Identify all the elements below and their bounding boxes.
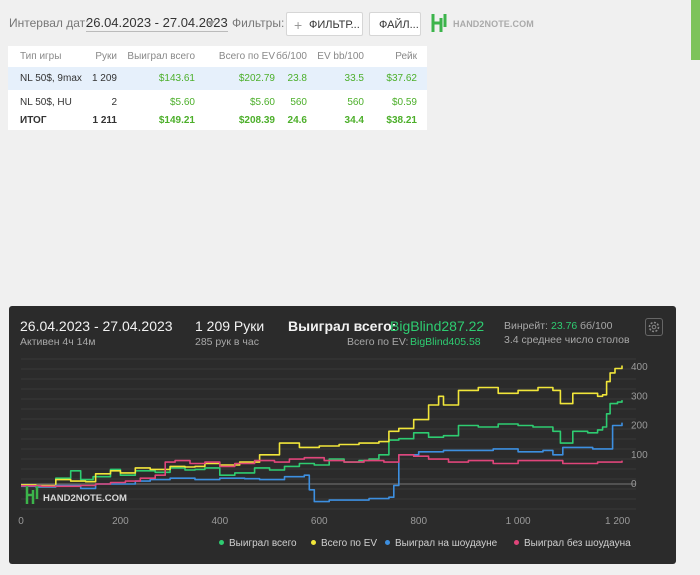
x-tick-label: 0	[18, 516, 24, 527]
date-range-picker[interactable]: 26.04.2023 - 27.04.2023	[86, 15, 228, 32]
results-table: Тип игры Руки Выиграл всего Всего по EV …	[8, 46, 427, 130]
y-tick-label: 0	[631, 479, 637, 490]
chart-series	[21, 365, 623, 503]
legend-marker	[219, 540, 224, 545]
add-filter-label: ФИЛЬТР...	[309, 19, 360, 31]
table-header: Тип игры Руки Выиграл всего Всего по EV …	[8, 46, 427, 66]
cell-ev: $5.60	[249, 97, 275, 108]
cell-ev-bb100: 34.4	[344, 115, 364, 126]
legend-item-won[interactable]: Выиграл всего	[219, 538, 297, 549]
cell-game-type: NL 50$, 9max	[20, 73, 82, 84]
y-tick-label: 200	[631, 421, 648, 432]
column-header[interactable]: Руки	[95, 51, 117, 62]
plus-icon: +	[294, 17, 303, 33]
stats-won-label: Выиграл всего:	[288, 318, 397, 334]
stats-won-value: BigBlind287.22	[390, 318, 485, 334]
x-tick-label: 1 200	[605, 516, 630, 527]
column-header[interactable]: Всего по EV	[218, 51, 275, 62]
cell-rake: $0.59	[391, 97, 417, 108]
date-interval-label: Интервал дат:	[9, 16, 89, 30]
x-tick-label: 1 000	[506, 516, 531, 527]
legend-marker	[311, 540, 316, 545]
settings-button[interactable]	[645, 318, 663, 336]
x-axis: 0 200 400 600 800 1 000 1 200	[18, 516, 630, 527]
cell-ev: $202.79	[238, 73, 275, 84]
scrollbar[interactable]	[691, 0, 700, 60]
stats-tables: 3.4 среднее число столов	[504, 334, 630, 346]
legend-item-showdown[interactable]: Выиграл на шоудауне	[385, 538, 497, 549]
y-axis: 400 300 200 100 0	[631, 362, 648, 490]
cell-total-label: ИТОГ	[20, 115, 47, 126]
stats-hands: 1 209 Руки	[195, 318, 265, 334]
stats-date-range: 26.04.2023 - 27.04.2023	[20, 318, 173, 334]
cell-rake: $37.62	[386, 73, 417, 84]
filters-label: Фильтры:	[232, 16, 285, 30]
hand2note-logo-icon	[431, 14, 447, 32]
series-line	[21, 365, 623, 487]
stats-winrate-label: Винрейт:	[504, 320, 548, 332]
legend-item-non-showdown[interactable]: Выиграл без шоудауна	[514, 538, 631, 549]
cell-ev-bb100: 560	[347, 97, 364, 108]
cell-bb100: 24.6	[287, 115, 307, 126]
column-header[interactable]: EV bb/100	[317, 51, 364, 62]
cell-hands: 1 209	[91, 73, 117, 84]
legend-marker	[385, 540, 390, 545]
legend-label: Всего по EV	[321, 538, 378, 549]
legend-label: Выиграл без шоудауна	[524, 538, 631, 549]
stats-winrate-value: 23.76	[551, 320, 578, 332]
column-header[interactable]: бб/100	[276, 51, 307, 62]
logo-text: HAND2NOTE.COM	[453, 19, 534, 29]
graph-panel: 26.04.2023 - 27.04.2023 Активен 4ч 14м 1…	[9, 306, 676, 564]
y-tick-label: 400	[631, 362, 648, 373]
cell-ev-bb100: 33.5	[344, 73, 364, 84]
x-tick-label: 600	[311, 516, 328, 527]
x-tick-label: 200	[112, 516, 129, 527]
stats-hands-per-hour: 285 рук в час	[195, 336, 259, 348]
legend-marker	[514, 540, 519, 545]
cell-won: $149.21	[158, 115, 195, 126]
x-tick-label: 800	[410, 516, 427, 527]
cell-game-type: NL 50$, HU	[20, 97, 72, 108]
table-row[interactable]: NL 50$, 9max 1 209 $143.61 $202.79 23.8 …	[8, 67, 427, 90]
cell-ev: $208.39	[238, 115, 275, 126]
stats-winrate-unit: бб/100	[580, 320, 613, 332]
column-header[interactable]: Рейк	[395, 51, 417, 62]
table-total-row: ИТОГ 1 211 $149.21 $208.39 24.6 34.4 $38…	[8, 110, 427, 130]
chevron-down-icon[interactable]	[207, 21, 215, 26]
file-button[interactable]: ФАЙЛ...	[369, 12, 421, 36]
stats-ev-value: BigBlind405.58	[410, 336, 481, 348]
stats-active-time: Активен 4ч 14м	[20, 336, 96, 348]
cell-hands: 2	[111, 97, 117, 108]
table-row[interactable]: NL 50$, HU 2 $5.60 $5.60 560 560 $0.59	[8, 92, 427, 112]
y-tick-label: 300	[631, 391, 648, 402]
y-tick-label: 100	[631, 450, 648, 461]
cell-won: $143.61	[158, 73, 195, 84]
hand2note-logo-icon	[25, 486, 39, 504]
legend-label: Выиграл всего	[229, 538, 297, 549]
chart-grid	[21, 358, 636, 510]
legend-label: Выиграл на шоудауне	[395, 538, 498, 549]
chart-watermark-text: HAND2NOTE.COM	[43, 493, 127, 504]
toolbar: Интервал дат: 26.04.2023 - 27.04.2023 Фи…	[0, 0, 700, 60]
series-line	[21, 422, 623, 503]
gear-icon	[648, 321, 660, 333]
stats-ev-label: Всего по EV:	[347, 336, 409, 348]
column-header[interactable]: Тип игры	[20, 51, 62, 62]
cell-rake: $38.21	[386, 115, 417, 126]
add-filter-button[interactable]: + ФИЛЬТР...	[286, 12, 363, 36]
file-button-label: ФАЙЛ...	[379, 19, 419, 31]
cell-won: $5.60	[169, 97, 195, 108]
cell-hands: 1 211	[92, 115, 117, 126]
legend-item-ev[interactable]: Всего по EV	[311, 538, 377, 549]
cell-bb100: 23.8	[287, 73, 307, 84]
column-header[interactable]: Выиграл всего	[127, 51, 195, 62]
series-line	[21, 454, 623, 488]
chart-watermark: HAND2NOTE.COM	[25, 486, 127, 504]
cell-bb100: 560	[290, 97, 307, 108]
x-tick-label: 400	[211, 516, 228, 527]
